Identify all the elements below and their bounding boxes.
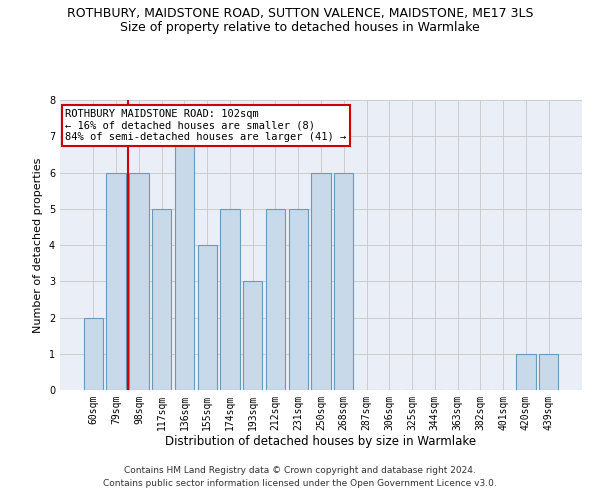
Bar <box>175 136 194 390</box>
Text: Distribution of detached houses by size in Warmlake: Distribution of detached houses by size … <box>166 435 476 448</box>
Bar <box>197 245 217 390</box>
Bar <box>516 354 536 390</box>
Bar <box>311 172 331 390</box>
Bar <box>129 172 149 390</box>
Bar <box>243 281 262 390</box>
Text: Contains HM Land Registry data © Crown copyright and database right 2024.
Contai: Contains HM Land Registry data © Crown c… <box>103 466 497 487</box>
Bar <box>289 209 308 390</box>
Text: Size of property relative to detached houses in Warmlake: Size of property relative to detached ho… <box>120 21 480 34</box>
Bar <box>152 209 172 390</box>
Y-axis label: Number of detached properties: Number of detached properties <box>34 158 43 332</box>
Bar <box>84 318 103 390</box>
Bar <box>220 209 239 390</box>
Bar <box>539 354 558 390</box>
Text: ROTHBURY MAIDSTONE ROAD: 102sqm
← 16% of detached houses are smaller (8)
84% of : ROTHBURY MAIDSTONE ROAD: 102sqm ← 16% of… <box>65 108 346 142</box>
Bar <box>106 172 126 390</box>
Text: ROTHBURY, MAIDSTONE ROAD, SUTTON VALENCE, MAIDSTONE, ME17 3LS: ROTHBURY, MAIDSTONE ROAD, SUTTON VALENCE… <box>67 8 533 20</box>
Bar <box>334 172 353 390</box>
Bar <box>266 209 285 390</box>
